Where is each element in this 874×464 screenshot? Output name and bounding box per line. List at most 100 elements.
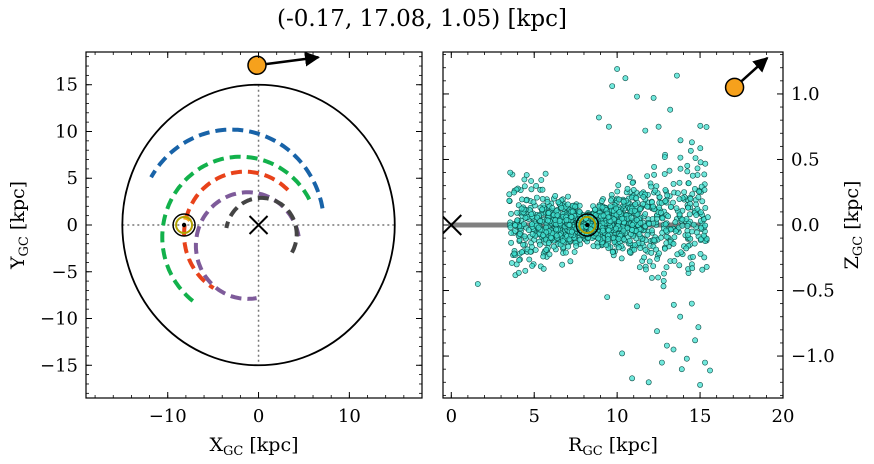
scatter-point [685, 204, 692, 211]
scatter-point [695, 324, 702, 331]
scatter-point [568, 213, 575, 220]
scatter-point [642, 127, 649, 134]
scatter-point [545, 217, 551, 224]
left-xlabel-main: X [209, 434, 223, 456]
scatter-point [685, 180, 692, 187]
scatter-point [679, 216, 686, 223]
scatter-point [609, 249, 616, 255]
scatter-point [631, 246, 638, 253]
right-ylabel: ZGC [kpc] [841, 181, 866, 270]
scatter-point [702, 222, 709, 229]
scatter-point [514, 217, 521, 224]
scatter-point [663, 240, 670, 246]
scatter-point [515, 269, 522, 276]
scatter-point [529, 221, 535, 228]
scatter-point [528, 186, 535, 193]
scatter-point [539, 206, 546, 213]
scatter-point [576, 208, 583, 215]
scatter-point [565, 193, 571, 200]
scatter-point [534, 194, 540, 201]
left-ytick-label: −10 [40, 309, 78, 330]
scatter-point [641, 254, 647, 261]
scatter-point [684, 222, 691, 229]
boundary-circle [121, 83, 396, 367]
scatter-point [512, 227, 518, 234]
scatter-point [696, 188, 702, 195]
scatter-point [630, 186, 637, 193]
spiral-arm-red [182, 169, 290, 290]
scatter-point [600, 212, 607, 219]
scatter-point [555, 199, 562, 206]
left-xtick-label: −10 [149, 406, 187, 427]
left-ytick-label: 15 [55, 75, 78, 96]
scatter-point [558, 204, 565, 211]
spiral-arm-blue [149, 127, 325, 209]
scatter-point [687, 147, 694, 154]
scatter-point [676, 211, 683, 218]
scatter-point [648, 183, 654, 190]
scatter-point [609, 83, 616, 89]
scatter-point [605, 236, 611, 243]
scatter-point [518, 205, 525, 212]
scatter-point [521, 176, 528, 183]
scatter-point [655, 274, 661, 281]
scatter-point [651, 237, 657, 244]
right-xtick-label: 5 [528, 406, 539, 427]
scatter-point [668, 203, 674, 210]
scatter-point [644, 231, 651, 238]
scatter-point [540, 253, 547, 260]
left-ytick-label: −5 [51, 262, 78, 283]
scatter-point [645, 379, 652, 386]
scatter-point [626, 237, 633, 244]
scatter-point [670, 301, 677, 308]
scatter-point [545, 240, 552, 246]
right-xlabel: RGC [kpc] [568, 434, 658, 459]
right-xlabel-sub: GC [582, 444, 602, 459]
left-object-marker [247, 55, 267, 76]
scatter-point [654, 215, 660, 222]
scatter-point [701, 171, 708, 178]
left-ytick-label: 0 [67, 215, 78, 236]
scatter-point [552, 192, 559, 199]
scatter-point [693, 212, 700, 218]
scatter-point [703, 263, 710, 270]
scatter-point [642, 211, 649, 217]
scatter-point [658, 209, 664, 216]
scatter-point [650, 263, 657, 269]
scatter-point [540, 265, 547, 272]
scatter-point [519, 196, 525, 203]
scatter-point [651, 163, 657, 170]
scatter-point [559, 238, 566, 244]
scatter-point [566, 222, 573, 228]
scatter-point [698, 209, 704, 215]
scatter-point [644, 173, 651, 179]
scatter-point [697, 381, 703, 388]
scatter-point [615, 182, 622, 189]
scatter-point [642, 246, 649, 253]
scatter-point [474, 281, 481, 287]
scatter-point [697, 250, 704, 257]
right-xlabel-unit: [kpc] [603, 434, 658, 456]
right-ytick-label: −0.5 [791, 281, 835, 302]
scatter-point [677, 313, 684, 320]
left-ytick-label: −15 [40, 355, 78, 376]
scatter-point [604, 294, 611, 300]
right-xlabel-main: R [568, 434, 583, 456]
right-panel: 0 5 10 15 20−1.0−0.50.00.51.0 RGC [kpc] ZGC … [442, 51, 866, 459]
scatter-point [659, 215, 666, 222]
left-panel-frame [85, 51, 423, 399]
right-ytick-label: −1.0 [791, 346, 835, 367]
scatter-point [663, 233, 670, 240]
scatter-point [523, 172, 530, 178]
scatter-point [605, 227, 612, 234]
scatter-point [537, 241, 543, 248]
scatter-point [521, 183, 528, 190]
scatter-point [677, 165, 684, 172]
right-sun-marker-ring [578, 216, 597, 234]
scatter-point [573, 243, 579, 249]
scatter-point [618, 255, 625, 262]
scatter-point [565, 201, 571, 208]
scatter-point [506, 197, 513, 204]
scatter-point [636, 231, 643, 238]
scatter-point [629, 375, 635, 382]
